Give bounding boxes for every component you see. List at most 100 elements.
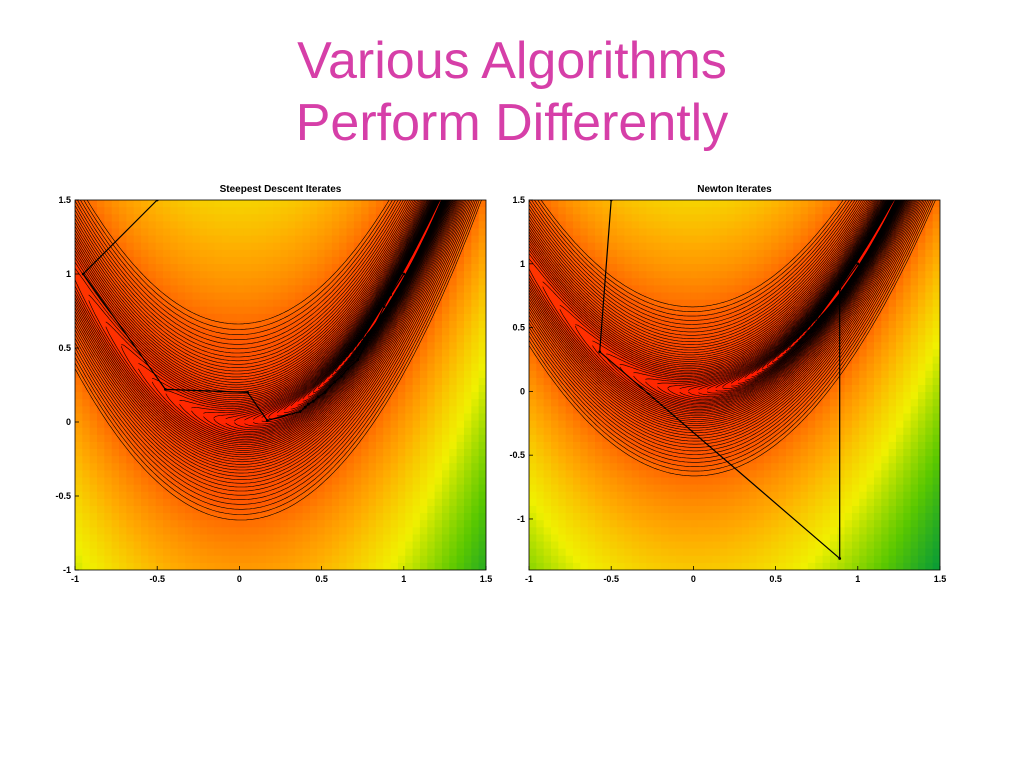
field-cell [75, 278, 83, 286]
field-cell [595, 256, 603, 265]
field-cell [97, 349, 105, 358]
field-cell [478, 385, 486, 393]
field-cell [346, 527, 355, 536]
field-cell [287, 427, 296, 436]
field-cell [133, 406, 142, 415]
field-cell [265, 484, 274, 493]
field-cell [580, 434, 589, 443]
field-cell [683, 520, 692, 528]
field-cell [587, 242, 596, 251]
field-cell [295, 527, 304, 536]
field-cell [668, 335, 677, 343]
field-cell [185, 292, 194, 301]
field-cell [214, 491, 223, 500]
field-cell [141, 449, 149, 457]
field-cell [317, 271, 326, 279]
field-cell [368, 477, 377, 486]
field-cell [148, 342, 157, 351]
x-tick-label: -1 [71, 574, 79, 584]
field-cell [419, 513, 428, 521]
field-cell [133, 520, 142, 528]
field-cell [631, 370, 640, 379]
field-cell [82, 370, 91, 379]
field-cell [412, 349, 421, 358]
field-cell [229, 292, 238, 301]
field-cell [82, 441, 91, 450]
field-cell [785, 214, 794, 222]
field-cell [82, 285, 91, 294]
field-cell [536, 313, 545, 322]
field-cell [449, 427, 458, 436]
field-cell [221, 235, 230, 244]
field-cell [434, 292, 443, 301]
field-cell [478, 214, 486, 222]
field-cell [683, 349, 692, 358]
field-cell [749, 399, 758, 407]
field-cell [617, 278, 626, 286]
field-cell [631, 214, 640, 222]
field-cell [697, 228, 706, 237]
field-cell [258, 548, 267, 557]
field-cell [478, 548, 486, 557]
contour-line [77, 200, 399, 340]
field-cell [734, 242, 743, 251]
field-cell [690, 235, 699, 244]
field-cell [763, 363, 772, 372]
field-cell [280, 555, 289, 564]
field-cell [170, 221, 179, 230]
field-cell [346, 242, 355, 251]
field-cell [324, 392, 333, 400]
field-cell [375, 498, 384, 507]
contour-line [75, 200, 407, 354]
field-cell [683, 420, 692, 429]
field-cell [449, 264, 458, 272]
field-cell [478, 555, 486, 564]
field-cell [207, 477, 216, 486]
field-cell [653, 491, 662, 500]
field-cell [273, 349, 282, 358]
field-cell [719, 228, 728, 237]
field-cell [719, 200, 728, 208]
field-cell [331, 221, 340, 230]
field-cell [661, 370, 670, 379]
field-cell [375, 406, 384, 415]
field-cell [719, 299, 728, 308]
field-cell [163, 228, 172, 237]
field-cell [602, 534, 611, 543]
field-cell [111, 434, 120, 443]
field-cell [624, 491, 633, 500]
field-cell [229, 335, 238, 343]
field-cell [265, 256, 274, 265]
field-cell [763, 221, 772, 230]
field-cell [177, 207, 186, 215]
field-cell [587, 235, 596, 244]
field-cell [126, 470, 135, 479]
field-cell [82, 477, 91, 486]
field-cell [317, 335, 326, 343]
field-cell [441, 484, 450, 493]
field-cell [236, 449, 245, 457]
field-cell [104, 548, 113, 557]
contour-line [75, 200, 480, 515]
field-cell [273, 427, 282, 436]
field-cell [111, 299, 120, 308]
field-cell [141, 271, 149, 279]
field-cell [449, 320, 458, 329]
field-cell [609, 278, 618, 286]
field-cell [192, 541, 201, 550]
field-cell [565, 548, 574, 557]
field-cell [785, 278, 794, 286]
field-cell [170, 399, 179, 407]
field-cell [126, 249, 135, 258]
field-cell [609, 392, 618, 400]
field-cell [375, 456, 384, 464]
field-cell [763, 555, 772, 564]
field-cell [609, 249, 618, 258]
field-cell [353, 406, 362, 415]
field-cell [295, 370, 304, 379]
field-cell [155, 356, 164, 365]
field-cell [133, 477, 142, 486]
field-cell [346, 385, 355, 393]
field-cell [141, 320, 149, 329]
field-cell [243, 392, 252, 400]
